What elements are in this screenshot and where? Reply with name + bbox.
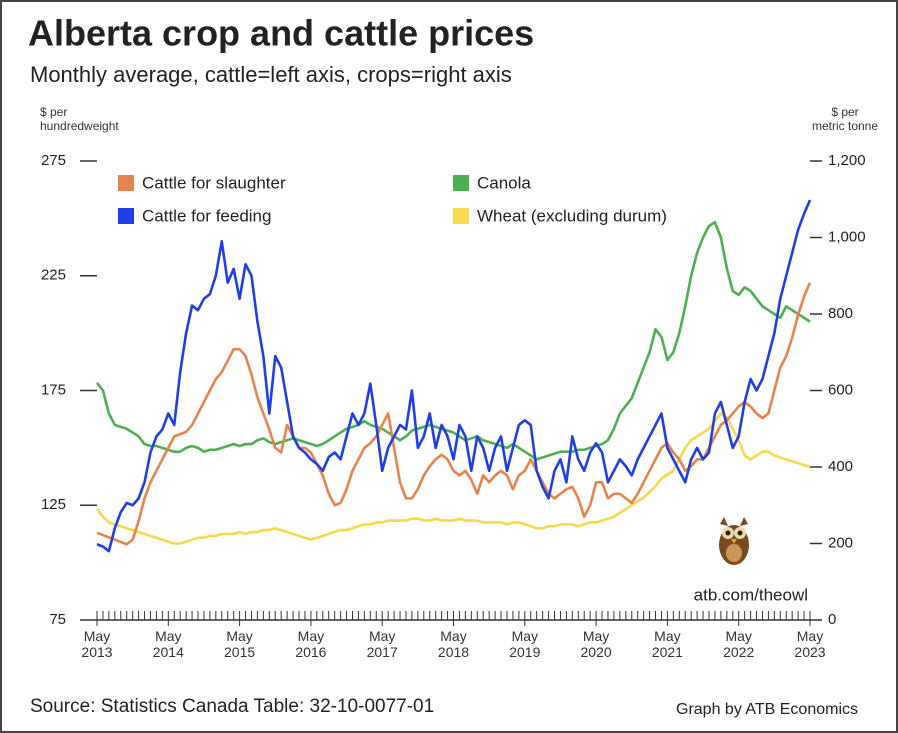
y-tick-label: 225	[41, 267, 66, 284]
y2-tick-label: 1,000	[828, 228, 866, 245]
x-tick-label: May 2020	[571, 628, 621, 660]
legend-label: Cattle for slaughter	[142, 173, 286, 192]
y-tick-label: 75	[49, 611, 66, 628]
y-tick-label: 125	[41, 496, 66, 513]
x-tick-label: May 2018	[429, 628, 479, 660]
x-tick-label: May 2021	[642, 628, 692, 660]
x-tick-label: May 2013	[72, 628, 122, 660]
source: Source: Statistics Canada Table: 32-10-0…	[30, 696, 434, 717]
legend-swatch	[453, 208, 469, 224]
x-tick-label: May 2023	[785, 628, 835, 660]
legend-swatch	[118, 208, 134, 224]
chart-subtitle: Monthly average, cattle=left axis, crops…	[30, 62, 512, 87]
legend-label: Canola	[477, 173, 531, 192]
y-tick-label: 175	[41, 381, 66, 398]
y2-tick-label: 0	[828, 611, 836, 628]
y-axis-label: $ per hundredweight	[40, 106, 170, 134]
y-tick-label: 275	[41, 152, 66, 169]
y2-tick-label: 1,200	[828, 152, 866, 169]
y2-tick-label: 600	[828, 381, 853, 398]
page: Alberta crop and cattle prices Monthly a…	[0, 0, 898, 733]
y2-tick-label: 800	[828, 305, 853, 322]
x-tick-label: May 2014	[143, 628, 193, 660]
y2-tick-label: 200	[828, 534, 853, 551]
x-tick-label: May 2015	[215, 628, 265, 660]
legend-label: Cattle for feeding	[142, 206, 271, 225]
x-tick-label: May 2022	[714, 628, 764, 660]
x-tick-label: May 2019	[500, 628, 550, 660]
y2-axis-label: $ per metric tonne	[800, 106, 890, 134]
credit: Graph by ATB Economics	[676, 701, 858, 718]
legend-swatch	[453, 175, 469, 191]
website: atb.com/theowl	[694, 585, 808, 604]
legend-label: Wheat (excluding durum)	[477, 206, 667, 225]
y2-tick-label: 400	[828, 458, 853, 475]
chart-title: Alberta crop and cattle prices	[28, 13, 534, 54]
legend-swatch	[118, 175, 134, 191]
x-tick-label: May 2017	[357, 628, 407, 660]
x-tick-label: May 2016	[286, 628, 336, 660]
